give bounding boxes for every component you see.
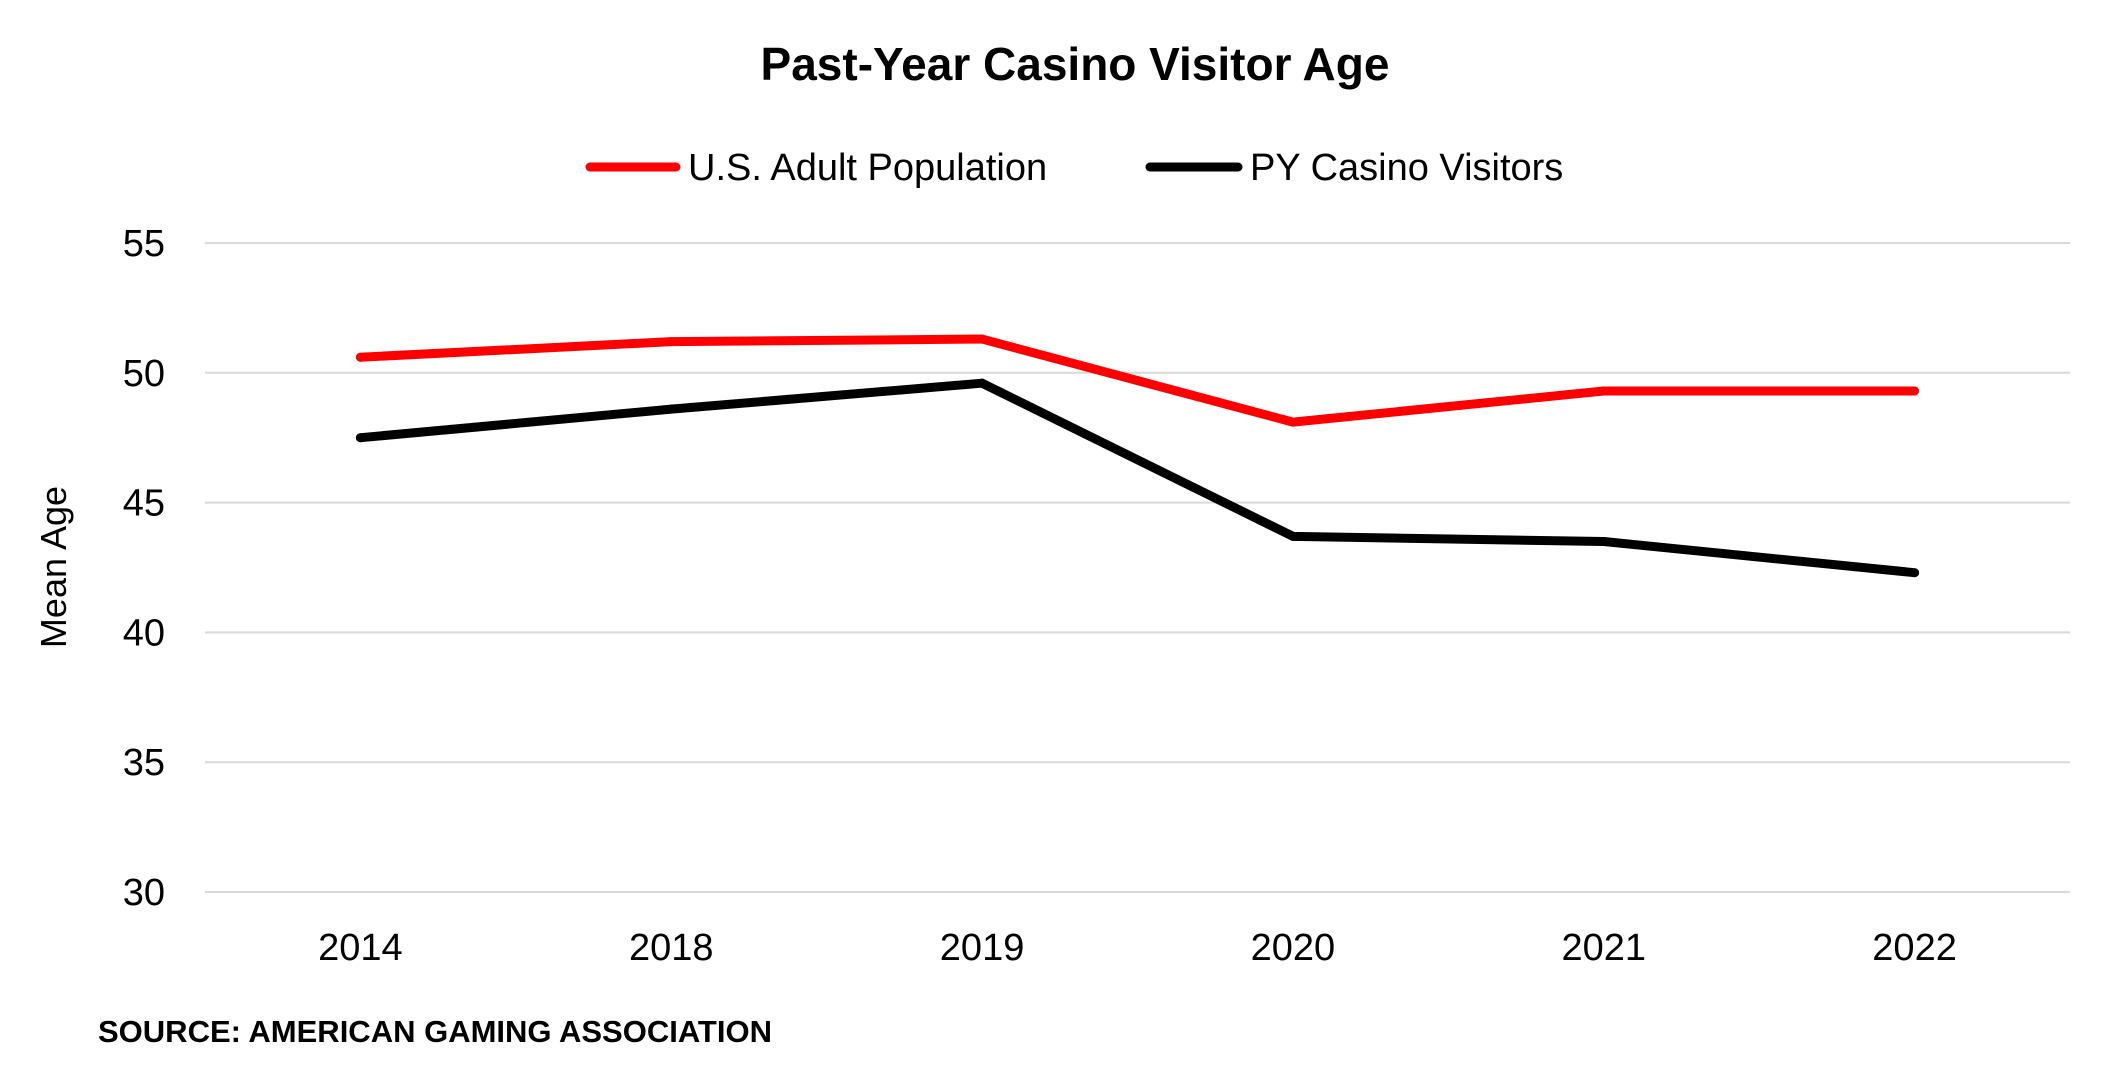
- gridlines: [205, 242, 2070, 893]
- series-line-0: [355, 334, 1920, 427]
- data-point: [666, 404, 676, 414]
- y-tick-label: 55: [123, 223, 165, 265]
- x-axis-ticks: 2014 2018 2019 2020 2021 2022: [318, 927, 1957, 969]
- source-note: SOURCE: AMERICAN GAMING ASSOCIATION: [98, 1014, 772, 1049]
- series-line-1: [355, 378, 1920, 578]
- data-point: [977, 378, 987, 388]
- y-tick-label: 50: [123, 353, 165, 395]
- legend-label: U.S. Adult Population: [688, 147, 1047, 189]
- data-point: [1288, 417, 1298, 427]
- data-point: [1288, 531, 1298, 541]
- x-tick-label: 2019: [940, 927, 1025, 969]
- y-tick-label: 40: [123, 612, 165, 654]
- data-point: [1599, 386, 1609, 396]
- x-tick-label: 2014: [318, 927, 403, 969]
- x-tick-label: 2020: [1251, 927, 1336, 969]
- data-point: [1599, 537, 1609, 547]
- y-tick-label: 35: [123, 742, 165, 784]
- data-point: [355, 433, 365, 443]
- legend: U.S. Adult Population PY Casino Visitors: [585, 147, 1563, 189]
- x-tick-label: 2018: [629, 927, 714, 969]
- y-axis-label: Mean Age: [33, 486, 74, 648]
- y-axis-ticks: 55 50 45 40 35 30: [123, 223, 165, 914]
- data-point: [355, 352, 365, 362]
- y-tick-label: 30: [123, 872, 165, 914]
- chart-title: Past-Year Casino Visitor Age: [761, 38, 1390, 90]
- legend-label: PY Casino Visitors: [1250, 147, 1563, 189]
- data-point: [666, 337, 676, 347]
- data-point: [977, 334, 987, 344]
- y-tick-label: 45: [123, 483, 165, 525]
- series-lines: [355, 334, 1920, 578]
- data-point: [1910, 386, 1920, 396]
- x-tick-label: 2021: [1561, 927, 1646, 969]
- data-point: [1910, 568, 1920, 578]
- x-tick-label: 2022: [1872, 927, 1957, 969]
